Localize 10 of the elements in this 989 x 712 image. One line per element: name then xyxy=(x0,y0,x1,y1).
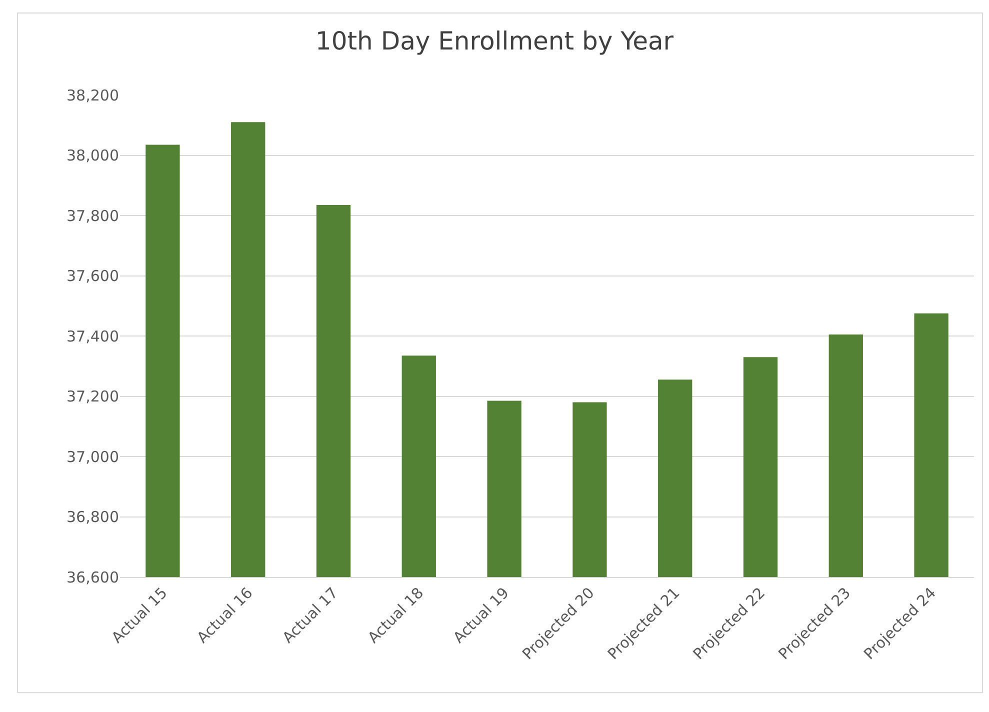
chart-title: 10th Day Enrollment by Year xyxy=(315,26,674,56)
y-tick-label: 38,200 xyxy=(66,86,119,104)
y-tick-label: 36,800 xyxy=(66,508,119,526)
y-tick-label: 37,000 xyxy=(66,448,119,466)
y-tick-label: 37,600 xyxy=(66,267,119,285)
y-tick-label: 37,200 xyxy=(66,388,119,406)
y-tick-label: 38,000 xyxy=(66,146,119,164)
y-tick-label: 36,600 xyxy=(66,568,119,586)
y-tick-label: 37,400 xyxy=(66,327,119,346)
y-tick-label: 37,800 xyxy=(66,206,119,225)
